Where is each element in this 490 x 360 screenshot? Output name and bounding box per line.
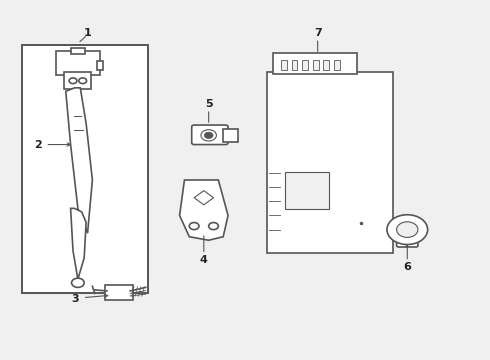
Circle shape [396, 222, 418, 238]
FancyBboxPatch shape [273, 54, 357, 75]
FancyBboxPatch shape [281, 60, 287, 71]
Polygon shape [66, 88, 93, 233]
FancyBboxPatch shape [313, 60, 318, 71]
FancyBboxPatch shape [396, 234, 418, 247]
Circle shape [201, 130, 217, 141]
Circle shape [387, 215, 428, 244]
FancyBboxPatch shape [56, 51, 99, 76]
Text: 7: 7 [314, 28, 321, 38]
FancyBboxPatch shape [323, 60, 329, 71]
Circle shape [79, 78, 87, 84]
Text: 3: 3 [72, 294, 79, 304]
FancyBboxPatch shape [302, 60, 308, 71]
FancyBboxPatch shape [267, 72, 393, 253]
FancyBboxPatch shape [64, 72, 92, 89]
FancyBboxPatch shape [292, 60, 297, 71]
Polygon shape [71, 208, 86, 279]
FancyBboxPatch shape [71, 48, 85, 54]
Circle shape [189, 222, 199, 230]
Circle shape [204, 132, 213, 139]
FancyBboxPatch shape [192, 125, 228, 145]
Text: 5: 5 [205, 99, 213, 109]
Text: 1: 1 [84, 28, 92, 38]
FancyBboxPatch shape [105, 285, 133, 300]
Circle shape [72, 278, 84, 287]
Polygon shape [194, 191, 214, 205]
Text: 6: 6 [403, 262, 411, 272]
Text: 2: 2 [34, 140, 42, 149]
FancyBboxPatch shape [97, 61, 103, 70]
Text: 4: 4 [200, 255, 208, 265]
FancyBboxPatch shape [22, 45, 148, 293]
Polygon shape [180, 180, 228, 240]
Circle shape [69, 78, 77, 84]
FancyBboxPatch shape [285, 172, 329, 210]
Circle shape [209, 222, 219, 230]
FancyBboxPatch shape [334, 60, 340, 71]
FancyBboxPatch shape [223, 129, 238, 142]
